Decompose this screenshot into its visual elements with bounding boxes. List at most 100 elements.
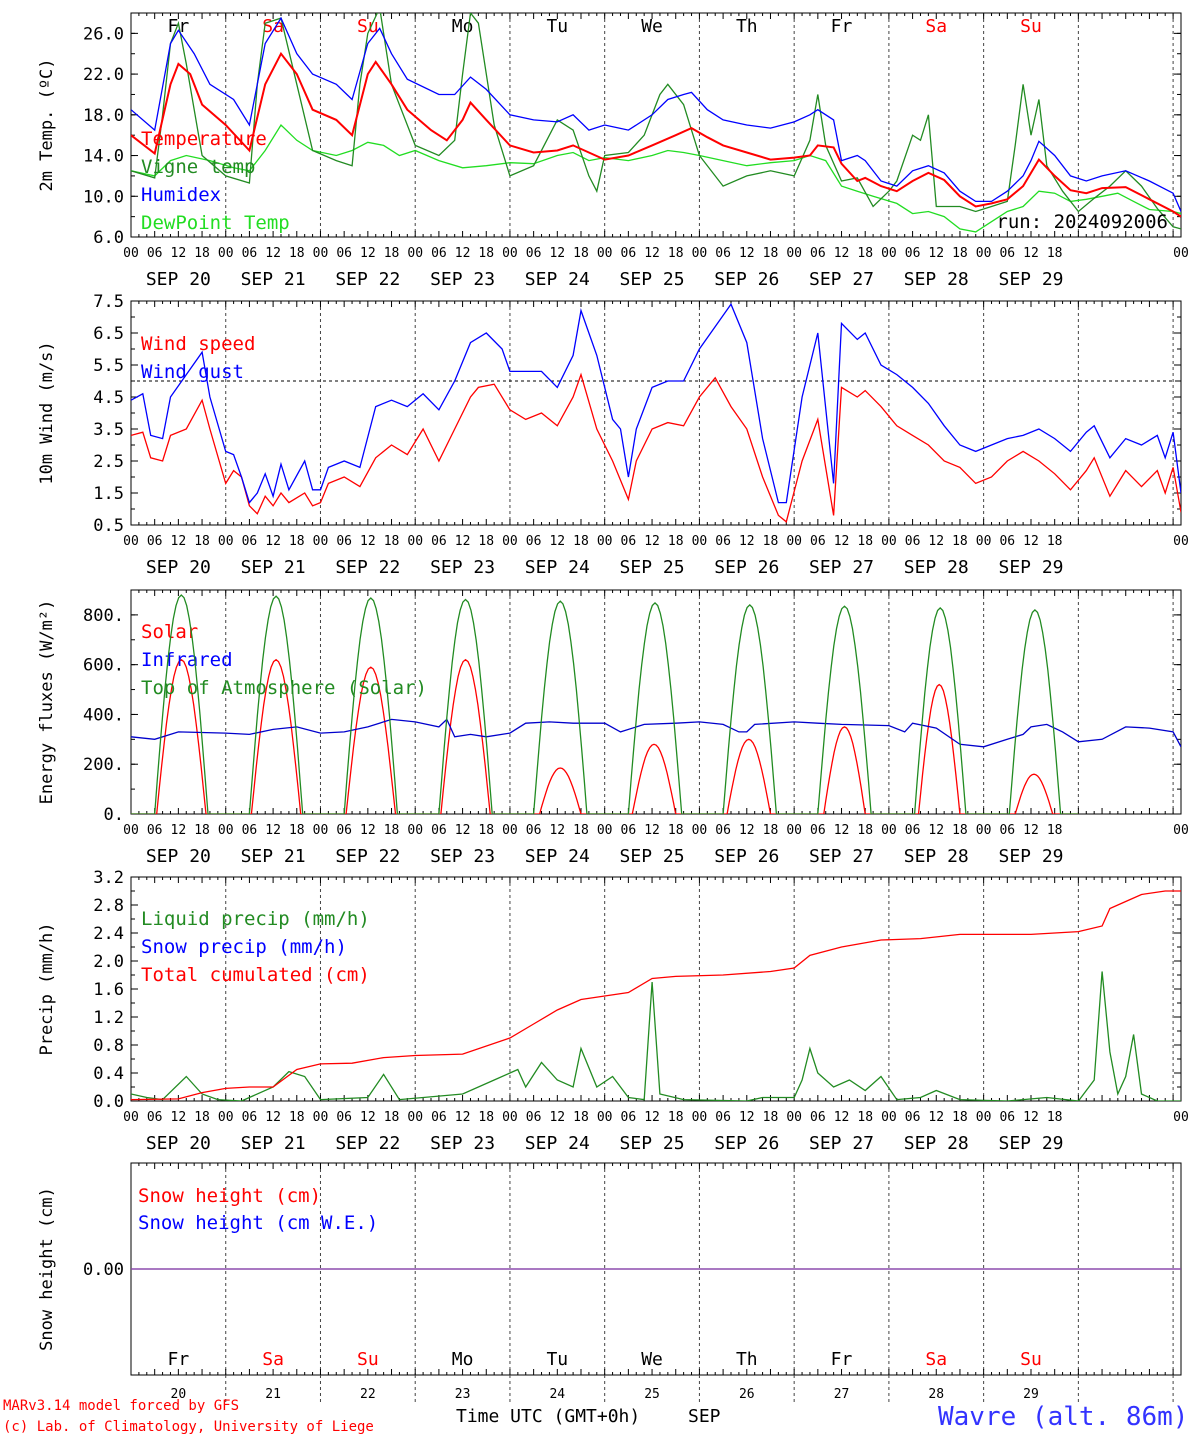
- y-tick-label: 800.: [83, 606, 124, 626]
- weekday-label: Su: [1020, 16, 1042, 37]
- x-date-label: SEP 27: [809, 1133, 874, 1154]
- x-date-label: SEP 24: [525, 269, 590, 290]
- x-hour-label: 06: [715, 246, 731, 261]
- x-hour-label: 06: [147, 1110, 163, 1125]
- x-hour-label: 06: [999, 823, 1015, 838]
- x-date-label: SEP 23: [430, 846, 495, 867]
- x-hour-label: 12: [455, 1110, 471, 1125]
- x-hour-label: 18: [478, 246, 494, 261]
- x-hour-label: 12: [644, 1110, 660, 1125]
- x-date-label: SEP 20: [146, 1133, 211, 1154]
- x-hour-label: 18: [194, 534, 210, 549]
- y-tick-label: 0.0: [93, 1092, 124, 1112]
- x-date-label: SEP 21: [241, 269, 306, 290]
- x-hour-label: 06: [336, 823, 352, 838]
- x-hour-label: 12: [644, 246, 660, 261]
- y-tick-label: 4.5: [93, 388, 124, 408]
- x-date-label: SEP 28: [904, 1133, 969, 1154]
- x-date-label: SEP 25: [620, 1133, 685, 1154]
- xaxis-label: Time UTC (GMT+0h): [456, 1406, 641, 1427]
- x-hour-label: 12: [171, 1110, 187, 1125]
- y-tick-label: 0.00: [83, 1260, 124, 1280]
- location-label: Wavre (alt. 86m): [938, 1402, 1189, 1432]
- x-hour-label: 12: [1023, 823, 1039, 838]
- x-hour-label: 00: [881, 823, 897, 838]
- x-hour-label: 00: [407, 1110, 423, 1125]
- x-hour-label: 00: [502, 823, 518, 838]
- y-tick-label: 14.0: [83, 147, 124, 167]
- x-hour-label: 18: [194, 823, 210, 838]
- x-date-label: SEP 20: [146, 846, 211, 867]
- x-hour-label: 00: [1173, 534, 1189, 549]
- x-hour-label: 12: [171, 534, 187, 549]
- x-hour-label: 12: [928, 534, 944, 549]
- x-hour-label: 18: [668, 246, 684, 261]
- weekday-label: We: [641, 16, 663, 37]
- x-hour-label: 06: [242, 823, 258, 838]
- x-date-label: SEP 25: [620, 846, 685, 867]
- x-hour-label: 00: [502, 1110, 518, 1125]
- x-hour-label: 00: [502, 246, 518, 261]
- x-hour-label: 00: [407, 534, 423, 549]
- x-hour-label: 00: [313, 1110, 329, 1125]
- x-hour-label: 18: [668, 1110, 684, 1125]
- series-line-top-of-atmosphere-solar-: [131, 594, 1079, 814]
- x-hour-label: 12: [644, 823, 660, 838]
- x-hour-label: 00: [123, 534, 139, 549]
- x-hour-label: 00: [786, 1110, 802, 1125]
- y-tick-label: 2.8: [93, 896, 124, 916]
- legend-entry: Solar: [141, 621, 198, 643]
- x-hour-label: 06: [905, 534, 921, 549]
- x-hour-label: 00: [218, 1110, 234, 1125]
- x-hour-label: 06: [621, 823, 637, 838]
- x-date-label: SEP 29: [998, 846, 1063, 867]
- x-hour-label: 00: [976, 534, 992, 549]
- x-hour-label: 06: [526, 246, 542, 261]
- x-hour-label: 06: [999, 1110, 1015, 1125]
- x-hour-label: 12: [455, 823, 471, 838]
- x-hour-label: 18: [763, 1110, 779, 1125]
- x-hour-label: 12: [171, 823, 187, 838]
- x-hour-label: 18: [763, 823, 779, 838]
- x-hour-label: 06: [242, 246, 258, 261]
- panel-3-frame: [130, 589, 1182, 815]
- x-hour-label: 18: [952, 246, 968, 261]
- x-hour-label: 06: [242, 534, 258, 549]
- x-hour-label: 06: [999, 534, 1015, 549]
- x-hour-label: 12: [1023, 246, 1039, 261]
- x-date-label: SEP 22: [335, 846, 400, 867]
- x-hour-label: 18: [289, 1110, 305, 1125]
- weekday-label: Su: [357, 1349, 379, 1370]
- x-hour-label: 12: [928, 246, 944, 261]
- weekday-label: Su: [1020, 1349, 1042, 1370]
- x-hour-label: 00: [313, 823, 329, 838]
- x-hour-label: 00: [123, 246, 139, 261]
- x-hour-label: 18: [478, 1110, 494, 1125]
- x-hour-label: 18: [952, 823, 968, 838]
- x-hour-label: 00: [123, 823, 139, 838]
- y-tick-label: 5.5: [93, 356, 124, 376]
- x-hour-label: 06: [147, 246, 163, 261]
- legend-entry: Snow height (cm): [138, 1185, 321, 1207]
- x-hour-label: 18: [668, 823, 684, 838]
- y-tick-label: 2.4: [93, 924, 124, 944]
- y-tick-label: 1.2: [93, 1008, 124, 1028]
- x-date-label: SEP 25: [620, 557, 685, 578]
- x-hour-label: 06: [336, 246, 352, 261]
- x-hour-label: 18: [1047, 246, 1063, 261]
- x-hour-label: 12: [549, 1110, 565, 1125]
- x-date-label: SEP 26: [714, 846, 779, 867]
- x-hour-label: 00: [1173, 1110, 1189, 1125]
- x-hour-label: 12: [739, 823, 755, 838]
- x-hour-label: 06: [715, 534, 731, 549]
- x-date-label: SEP 27: [809, 846, 874, 867]
- x-hour-label: 00: [313, 534, 329, 549]
- x-hour-label: 00: [502, 534, 518, 549]
- y-tick-label: 3.2: [93, 868, 124, 888]
- x-date-label: SEP 22: [335, 557, 400, 578]
- x-hour-label: 18: [573, 823, 589, 838]
- x-hour-label: 18: [763, 246, 779, 261]
- x-hour-label: 12: [834, 534, 850, 549]
- x-date-label: SEP 27: [809, 269, 874, 290]
- weekday-label: Th: [736, 1349, 758, 1370]
